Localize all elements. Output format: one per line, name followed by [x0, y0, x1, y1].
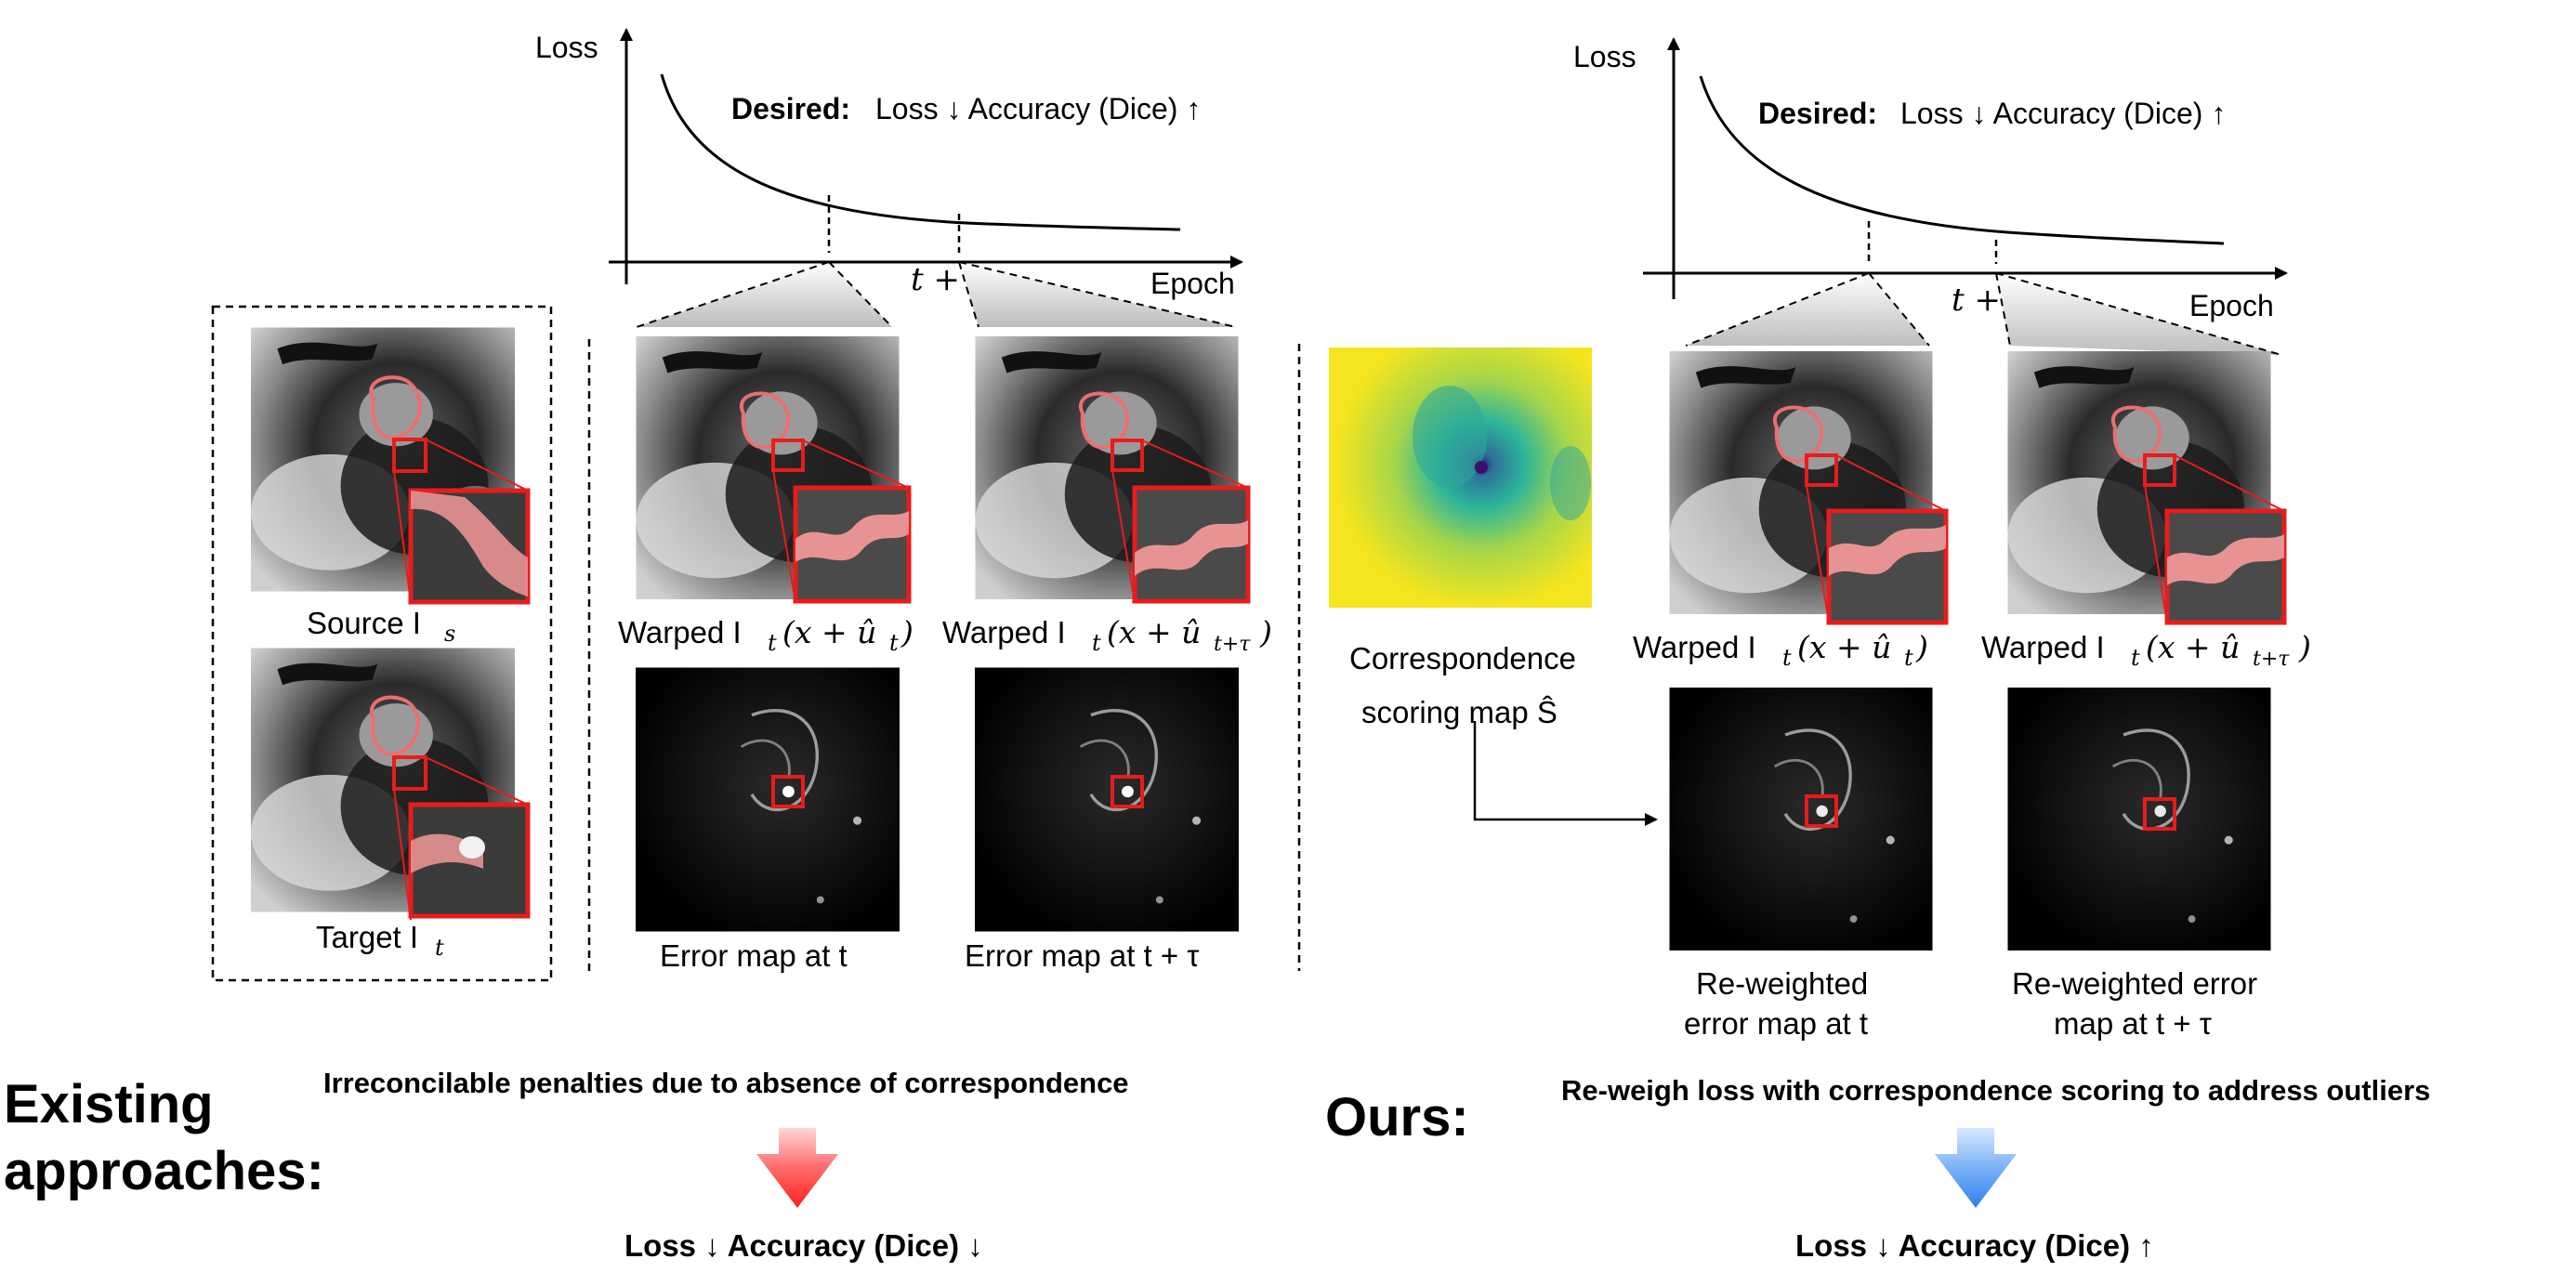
- left-warped-tau-sub2: t+τ: [1214, 633, 1251, 656]
- right-zoom-wedge-t: [1686, 273, 1929, 346]
- source-image: [251, 327, 531, 605]
- left-outcome: Loss ↓ Accuracy (Dice) ↓: [624, 1228, 983, 1263]
- right-warped-tau-label: Warped I: [1981, 630, 2105, 664]
- source-label: Source I: [307, 606, 421, 640]
- left-desired-label: Desired:: [731, 92, 850, 125]
- right-reweighted-error-t: [1669, 688, 1933, 951]
- right-warped-tau-args: (x + û: [2146, 629, 2240, 665]
- inputs-box: [211, 305, 553, 982]
- rew-tau-line2: map at t + τ: [2054, 1006, 2212, 1041]
- right-warped-t-image: [1669, 351, 1949, 625]
- score-to-error-arrow: [1473, 721, 1658, 826]
- left-heading-line2: approaches:: [4, 1141, 324, 1201]
- score-label-line1: Correspondence: [1349, 641, 1576, 675]
- right-warped-tau-sub2: t+τ: [2253, 648, 2290, 671]
- left-warped-tau-label: Warped I: [942, 615, 1066, 649]
- left-warped-tau-close: ): [1259, 614, 1272, 650]
- score-label-line2: scoring map Ŝ: [1361, 695, 1557, 729]
- left-error-tau-label: Error map at t + τ: [965, 938, 1199, 973]
- existing-approaches-panel: Loss Epoch Desired: Loss ↓ Accuracy (Dic…: [4, 28, 1301, 1263]
- left-warped-t-args: (x + û: [782, 614, 876, 650]
- rew-t-line2: error map at t: [1684, 1006, 1868, 1041]
- left-heading-line1: Existing: [4, 1074, 214, 1134]
- left-warped-t-close: ): [900, 614, 913, 650]
- left-down-arrow: [756, 1128, 838, 1208]
- ours-panel: Loss Epoch Desired: Loss ↓ Accuracy (Dic…: [1325, 37, 2430, 1263]
- left-warped-tau-sub: t: [1092, 630, 1101, 656]
- right-reweighted-error-tau: [2007, 688, 2271, 951]
- left-warped-tau-args: (x + û: [1107, 614, 1201, 650]
- rew-t-line1: Re-weighted: [1696, 966, 1868, 1001]
- right-desired-text: Loss ↓ Accuracy (Dice) ↑: [1900, 97, 2226, 130]
- correspondence-scoring-map: [1329, 347, 1592, 608]
- left-warped-t-image: [636, 336, 912, 604]
- right-plot-ylabel: Loss: [1573, 40, 1636, 73]
- right-warped-tau-close: ): [2298, 629, 2311, 665]
- target-label: Target I: [316, 920, 418, 954]
- right-warped-t-sub: t: [1782, 645, 1792, 671]
- target-sub: t: [435, 935, 444, 961]
- right-warped-tau-image: [2007, 351, 2287, 625]
- right-warped-t-args: (x + û: [1797, 629, 1891, 665]
- right-outcome: Loss ↓ Accuracy (Dice) ↑: [1795, 1228, 2154, 1263]
- right-warped-t-label: Warped I: [1633, 630, 1756, 664]
- left-warped-t-label: Warped I: [618, 615, 742, 649]
- right-statement: Re-weigh loss with correspondence scorin…: [1561, 1074, 2430, 1107]
- right-warped-t-close: ): [1915, 629, 1928, 665]
- right-plot-xlabel: Epoch: [2189, 289, 2274, 322]
- left-plot-xlabel: Epoch: [1150, 267, 1235, 300]
- left-statement: Irreconcilable penalties due to absence …: [323, 1067, 1129, 1099]
- left-plot-ylabel: Loss: [535, 31, 598, 64]
- right-desired-label: Desired:: [1758, 97, 1877, 130]
- left-desired-text: Loss ↓ Accuracy (Dice) ↑: [875, 92, 1201, 125]
- left-error-map-t: [636, 667, 900, 932]
- left-error-map-tau: [975, 667, 1239, 932]
- left-warped-t-sub2: t: [889, 630, 899, 656]
- right-warped-t-sub2: t: [1904, 645, 1913, 671]
- left-zoom-wedge-t: [637, 262, 892, 327]
- left-warped-tau-image: [975, 336, 1251, 604]
- right-down-arrow: [1935, 1128, 2017, 1208]
- right-warped-tau-sub: t: [2131, 645, 2140, 671]
- source-sub: s: [444, 621, 455, 647]
- rew-tau-line1: Re-weighted error: [2012, 966, 2257, 1001]
- left-loss-curve: [660, 73, 1181, 231]
- right-heading: Ours:: [1325, 1087, 1469, 1147]
- target-image: [251, 648, 531, 921]
- left-error-t-label: Error map at t: [660, 938, 848, 973]
- right-loss-curve: [1699, 75, 2225, 245]
- left-warped-t-sub: t: [768, 630, 777, 656]
